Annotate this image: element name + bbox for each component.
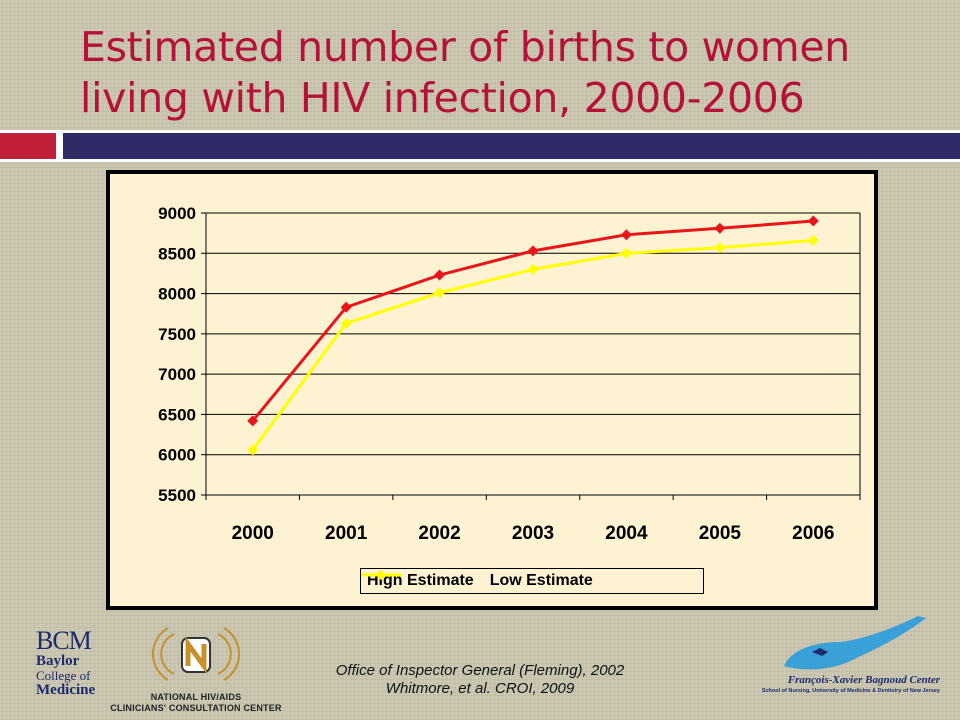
nccc-wordmark: NATIONAL HIV/AIDS CLINICIANS' CONSULTATI… (108, 692, 284, 714)
data-point-high (340, 301, 352, 313)
x-tick-label: 2001 (325, 523, 368, 544)
legend-label-low: Low Estimate (489, 572, 593, 589)
legend-marker-low (376, 570, 386, 580)
data-point-low (434, 287, 446, 299)
y-tick-label: 9000 (158, 204, 196, 223)
title-line-2: living with HIV infection, 2000-2006 (80, 74, 805, 122)
x-tick-label: 2000 (232, 523, 274, 544)
citation-line-1: Office of Inspector General (Fleming), 2… (335, 662, 625, 679)
data-point-high (247, 415, 259, 427)
bcm-line-1: Baylor (36, 653, 80, 669)
legend-swatch-low (361, 570, 401, 580)
title-rule-top-line (0, 130, 960, 133)
citation-line-2: Whitmore, et al. CROI, 2009 (385, 680, 575, 697)
y-tick-label: 5500 (158, 486, 196, 505)
x-tick-label: 2006 (792, 523, 834, 544)
data-point-high (714, 222, 726, 234)
y-tick-label: 6500 (158, 405, 196, 424)
citation: Office of Inspector General (Fleming), 2… (270, 662, 690, 698)
title-rule-navy-bar (63, 133, 960, 159)
fxb-affiliation: School of Nursing, University of Medicin… (761, 688, 940, 694)
bcm-line-3: Medicine (36, 682, 96, 698)
x-tick-label: 2004 (605, 523, 648, 544)
data-point-high (434, 269, 446, 281)
y-tick-label: 7000 (158, 365, 196, 384)
data-point-low (714, 242, 726, 254)
fxb-center-logo: François-Xavier Bagnoud Center School of… (750, 612, 940, 702)
data-point-high (807, 215, 819, 227)
data-point-high (620, 229, 632, 241)
bcm-mark: BCM (36, 626, 92, 655)
title-line-1: Estimated number of births to women (80, 23, 850, 71)
x-tick-label: 2005 (699, 523, 742, 544)
nccc-emblem-icon (151, 627, 241, 681)
chart-legend: High Estimate Low Estimate (360, 568, 704, 594)
data-point-low (340, 317, 352, 329)
y-tick-label: 8000 (158, 285, 196, 304)
x-tick-label: 2003 (512, 523, 554, 544)
chart-frame: 5500 6000 6500 7000 7500 8000 8500 9000 2000 2001… (106, 170, 878, 610)
nccc-line-1: NATIONAL HIV/AIDS (150, 692, 242, 702)
data-point-high (527, 245, 539, 257)
data-point-low (247, 444, 259, 456)
slide-title: Estimated number of births to women livi… (80, 22, 940, 124)
title-rule-bottom-line (0, 159, 960, 162)
y-tick-label: 7500 (158, 325, 196, 344)
nccc-logo: NATIONAL HIV/AIDS CLINICIANS' CONSULTATI… (108, 620, 284, 716)
data-point-low (527, 263, 539, 275)
x-tick-label: 2002 (418, 523, 460, 544)
fxb-name: François-Xavier Bagnoud Center (787, 674, 940, 686)
new-jersey-map-icon (784, 616, 926, 670)
title-rule-red-block (0, 133, 56, 159)
line-chart: 5500 6000 6500 7000 7500 8000 8500 9000 2000 2001… (158, 204, 861, 544)
data-point-low (807, 234, 819, 246)
title-rule-separator (56, 130, 63, 159)
bcm-line-2: College of (36, 668, 91, 683)
data-point-low (620, 247, 632, 259)
nccc-line-2: CLINICIANS' CONSULTATION CENTER (110, 703, 282, 713)
y-tick-label: 8500 (158, 244, 196, 263)
legend-item-low: Low Estimate (361, 570, 593, 590)
baylor-college-of-medicine-logo: BCM Baylor College of Medicine (36, 628, 106, 712)
y-tick-label: 6000 (158, 446, 196, 465)
